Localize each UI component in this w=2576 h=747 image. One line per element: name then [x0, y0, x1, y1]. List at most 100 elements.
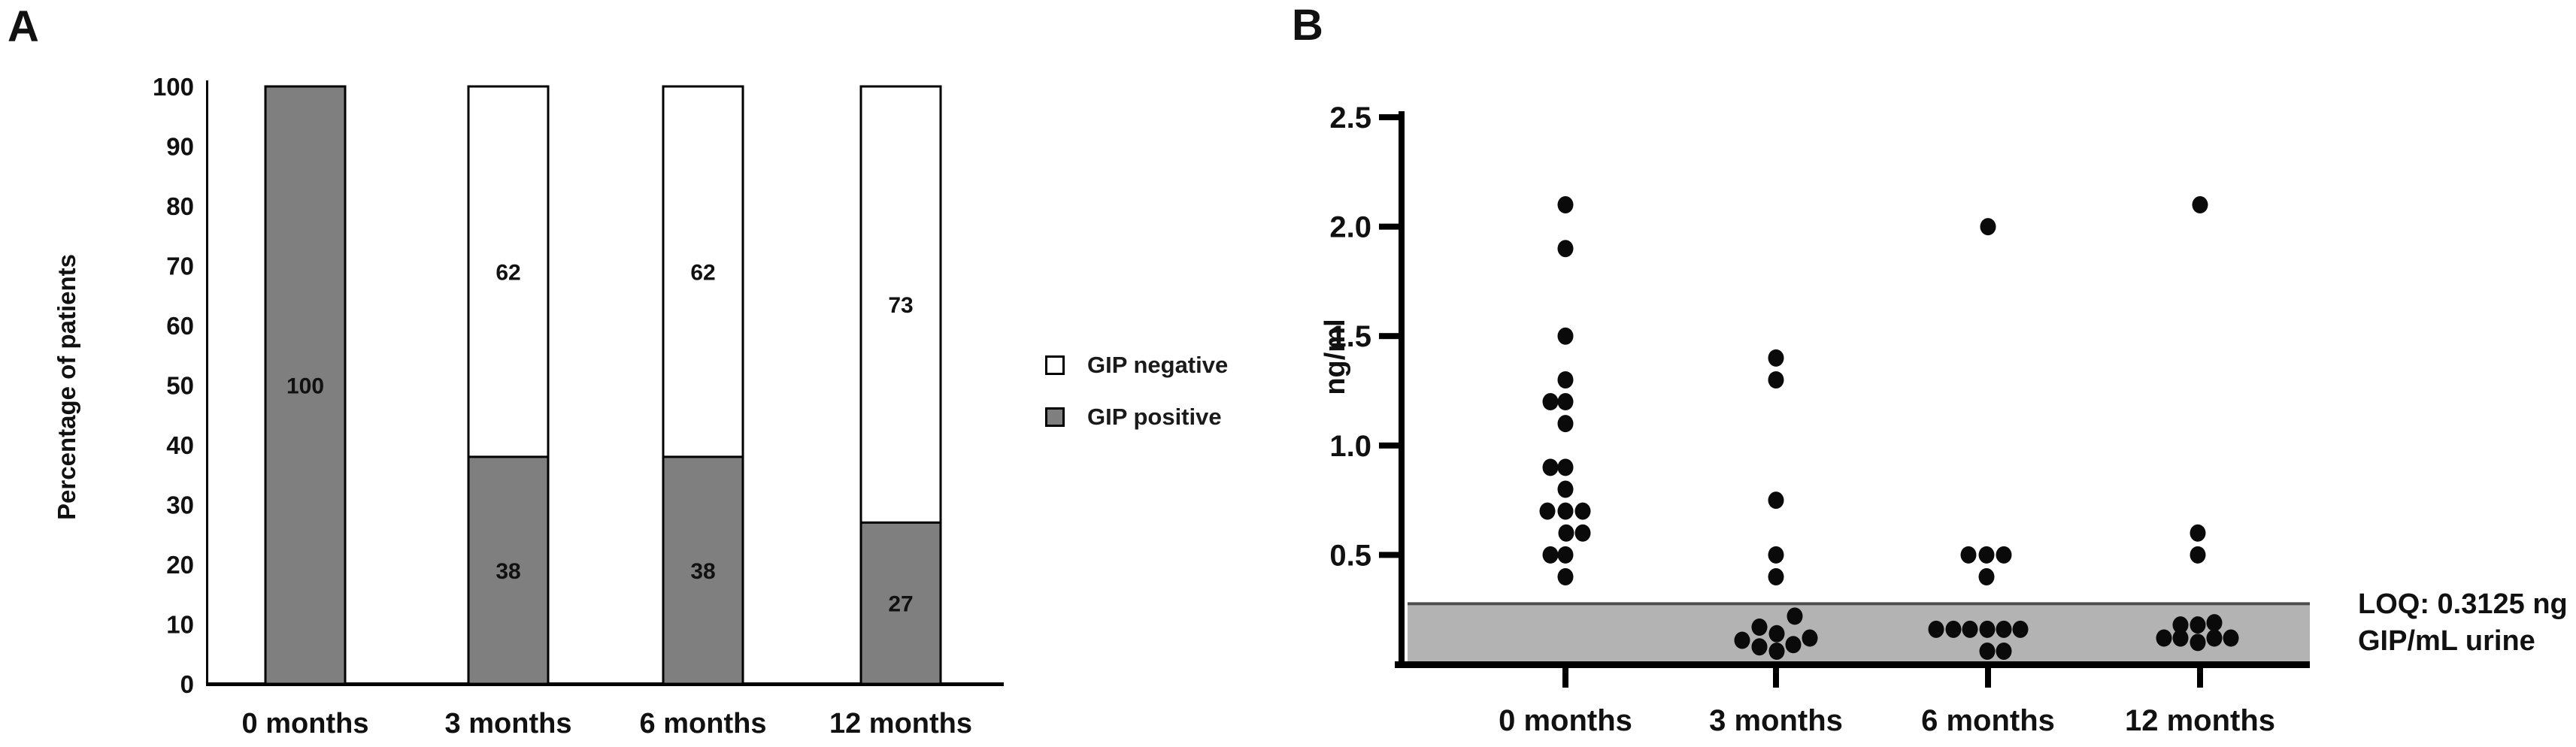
y-axis-tick — [1379, 114, 1399, 120]
data-point — [2223, 629, 2239, 647]
y-axis-tick-label: 60 — [166, 312, 194, 340]
y-axis-line — [1399, 111, 1405, 664]
panel-b-label: B — [1292, 1, 1323, 50]
data-point — [1734, 631, 1750, 649]
data-point — [1768, 349, 1784, 367]
data-point — [1768, 568, 1784, 586]
x-axis-tick — [1985, 668, 1991, 688]
data-point — [1574, 524, 1591, 542]
data-point — [1557, 415, 1574, 433]
data-point — [1557, 480, 1574, 498]
data-point — [1557, 195, 1574, 213]
y-axis-tick — [1379, 442, 1399, 449]
data-point — [2192, 195, 2208, 213]
data-point — [1979, 643, 1996, 661]
y-axis-tick-label: 20 — [166, 551, 194, 579]
x-axis-category-label: 12 months — [829, 708, 972, 739]
bar-value-label: 73 — [888, 293, 913, 318]
data-point — [2206, 629, 2223, 647]
data-point — [2156, 629, 2172, 647]
legend-item-gip-positive: GIP positive — [1045, 404, 1228, 431]
loq-annotation: LOQ: 0.3125 ng GIP/mL urine — [2358, 586, 2568, 660]
bar-gip-positive-segment — [859, 521, 942, 685]
x-axis-tick — [1562, 668, 1568, 688]
x-axis-category-label: 3 months — [1709, 704, 1843, 737]
legend: GIP negative GIP positive — [1045, 352, 1228, 455]
data-point — [2172, 629, 2189, 647]
data-point — [1768, 546, 1784, 564]
y-axis-tick-label: 0 — [180, 670, 194, 698]
data-point — [1962, 620, 1978, 638]
data-point — [2206, 614, 2223, 632]
legend-item-gip-negative: GIP negative — [1045, 352, 1228, 379]
data-point — [1996, 620, 2012, 638]
y-axis-tick-label: 30 — [166, 491, 194, 519]
x-axis-line — [1395, 661, 2310, 668]
data-point — [1978, 568, 1995, 586]
y-axis-tick — [1379, 552, 1399, 558]
data-point — [1768, 643, 1785, 661]
data-point — [1945, 620, 1962, 638]
x-axis-category-label: 0 months — [1499, 704, 1632, 737]
data-point — [1557, 568, 1574, 586]
x-axis-tick — [1773, 668, 1779, 688]
scatter-chart-panel-b: 0.5 1.0 1.5 2.0 2.5 ng/ml 0 months 3 months 6 mo… — [1320, 101, 2310, 737]
data-point — [1557, 240, 1574, 258]
data-point — [1557, 502, 1574, 520]
y-axis-tick-label: 10 — [166, 611, 194, 639]
y-axis-tick-label: 0.5 — [1329, 539, 1371, 572]
x-axis-category-label: 6 months — [1921, 704, 2055, 737]
data-point — [1960, 546, 1977, 564]
y-axis-tick-label: 2.0 — [1329, 211, 1371, 244]
loq-annotation-line1: LOQ: 0.3125 ng — [2358, 588, 2568, 620]
loq-annotation-line2: GIP/mL urine — [2358, 625, 2535, 657]
data-point — [2172, 616, 2189, 634]
data-point — [1539, 502, 1556, 520]
bar-value-label: 38 — [690, 559, 715, 584]
x-axis-category-label: 0 months — [242, 708, 369, 739]
data-point — [1928, 620, 1944, 638]
y-axis-tick-label: 80 — [166, 192, 194, 220]
bar-value-label: 38 — [496, 559, 520, 584]
data-point — [1557, 370, 1574, 389]
data-point — [2012, 620, 2029, 638]
bar-value-label: 62 — [496, 260, 520, 285]
data-point — [1768, 491, 1784, 510]
data-point — [1542, 458, 1559, 476]
data-point — [1802, 629, 1818, 647]
data-point — [1980, 218, 1996, 236]
y-axis-title: Percentage of patients — [53, 254, 80, 520]
x-axis-line — [206, 682, 1004, 686]
data-point — [1751, 638, 1768, 656]
y-axis-tick-label: 50 — [166, 372, 194, 400]
data-point — [1996, 546, 2012, 564]
bar-gip-positive-segment — [662, 455, 744, 685]
data-point — [1574, 502, 1591, 520]
gip-negative-swatch-icon — [1045, 355, 1065, 375]
bar-value-label: 27 — [888, 592, 913, 617]
bar-chart-panel-a: 0 10 20 30 40 50 60 70 80 90 100 Percentage of pati… — [53, 73, 1004, 739]
bar-value-label: 100 — [286, 374, 324, 399]
data-point — [1978, 546, 1995, 564]
data-point — [1768, 370, 1784, 389]
gip-positive-swatch-icon — [1045, 407, 1065, 427]
data-point — [1785, 636, 1802, 654]
data-point — [1996, 643, 2012, 661]
y-axis-tick — [1379, 333, 1399, 340]
data-point — [2190, 616, 2206, 634]
bar-value-label: 62 — [690, 260, 715, 285]
y-axis-tick-label: 1.5 — [1329, 320, 1371, 353]
y-axis-tick-label: 2.5 — [1329, 101, 1371, 135]
data-point — [1751, 618, 1768, 636]
x-axis-category-label: 12 months — [2125, 704, 2275, 737]
y-axis-tick — [1379, 223, 1399, 230]
data-point — [1558, 524, 1574, 542]
data-point — [2190, 634, 2206, 652]
x-axis-category-label: 3 months — [445, 708, 572, 739]
x-axis-category-label: 6 months — [640, 708, 767, 739]
y-axis-tick-label: 90 — [166, 133, 194, 161]
data-point — [1557, 393, 1574, 411]
panel-a-label: A — [8, 2, 39, 51]
